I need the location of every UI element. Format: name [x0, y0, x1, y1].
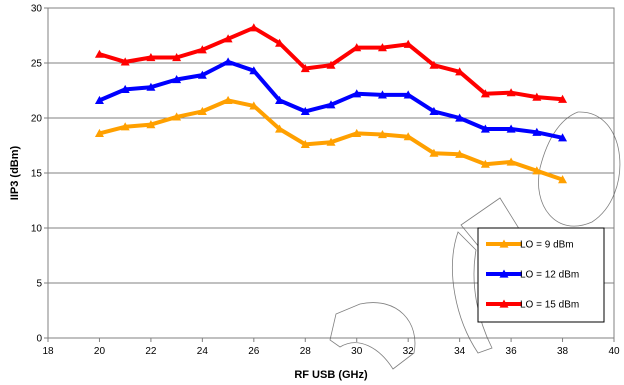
x-tick-label: 24: [197, 346, 209, 357]
legend-items: LO = 9 dBm LO = 12 dBm LO = 15 dBm: [486, 239, 579, 311]
data-point: [120, 84, 130, 93]
y-tick-label: 20: [31, 114, 43, 125]
x-axis-title: RF USB (GHz): [294, 369, 368, 381]
data-point: [352, 128, 362, 137]
data-point: [172, 75, 182, 84]
data-point: [480, 89, 490, 98]
data-point: [377, 90, 387, 99]
data-point: [403, 90, 413, 99]
data-point: [223, 95, 233, 104]
data-point: [146, 82, 156, 91]
y-tick-label: 25: [31, 59, 43, 70]
data-point: [455, 149, 465, 158]
data-point: [506, 88, 516, 97]
series-layer: [94, 23, 568, 184]
legend-marker: [499, 269, 509, 278]
data-point: [172, 53, 182, 62]
x-tick-label: 40: [608, 346, 620, 357]
data-point: [197, 106, 207, 115]
x-tick-label: 34: [454, 346, 466, 357]
data-point: [480, 124, 490, 133]
data-point: [300, 139, 310, 148]
data-point: [455, 67, 465, 76]
y-tick-label: 15: [31, 169, 43, 180]
data-point: [480, 159, 490, 168]
legend-label: LO = 9 dBm: [520, 240, 574, 251]
y-axis-title: IIP3 (dBm): [9, 145, 21, 200]
series-2: [94, 57, 568, 142]
data-point: [506, 157, 516, 166]
data-point: [377, 130, 387, 139]
x-tick-label: 20: [94, 346, 106, 357]
data-point: [403, 132, 413, 141]
data-point: [352, 43, 362, 52]
data-point: [455, 113, 465, 122]
x-tick-label: 26: [248, 346, 260, 357]
data-point: [326, 137, 336, 146]
data-point: [94, 128, 104, 137]
data-point: [172, 112, 182, 121]
data-point: [506, 124, 516, 133]
data-point: [429, 148, 439, 157]
x-axis-tick-labels: 18 20 22 24 26 28 30 32 34 36 38 40: [42, 346, 620, 357]
data-point: [558, 175, 568, 184]
x-tick-label: 38: [557, 346, 569, 357]
data-point: [532, 92, 542, 101]
legend-marker: [499, 239, 509, 248]
data-point: [300, 64, 310, 73]
x-tick-label: 18: [42, 346, 54, 357]
data-point: [403, 39, 413, 48]
y-tick-label: 10: [31, 224, 43, 235]
data-point: [94, 49, 104, 58]
y-tick-label: 0: [36, 334, 42, 345]
legend-item: LO = 9 dBm: [486, 239, 574, 251]
data-point: [300, 106, 310, 115]
x-tick-label: 22: [145, 346, 157, 357]
data-point: [429, 106, 439, 115]
data-point: [197, 70, 207, 79]
data-point: [146, 53, 156, 62]
data-point: [558, 94, 568, 103]
data-point: [249, 23, 259, 32]
x-tick-label: 30: [351, 346, 363, 357]
data-point: [146, 120, 156, 129]
x-tick-label: 36: [506, 346, 518, 357]
data-point: [429, 60, 439, 69]
data-point: [326, 60, 336, 69]
data-point: [249, 101, 259, 110]
y-tick-label: 5: [36, 279, 42, 290]
data-point: [326, 100, 336, 109]
data-point: [249, 66, 259, 75]
data-point: [120, 122, 130, 131]
legend-marker: [499, 299, 509, 308]
data-point: [120, 57, 130, 66]
x-tick-label: 32: [403, 346, 415, 357]
legend-item: LO = 12 dBm: [486, 269, 579, 281]
data-point: [223, 34, 233, 43]
data-point: [223, 57, 233, 66]
legend-label: LO = 15 dBm: [520, 300, 579, 311]
y-tick-label: 30: [31, 4, 43, 15]
data-point: [94, 95, 104, 104]
data-point: [275, 95, 285, 104]
x-tick-label: 28: [300, 346, 312, 357]
data-point: [558, 133, 568, 142]
legend: LO = 9 dBm LO = 12 dBm LO = 15 dBm: [477, 227, 605, 323]
data-point: [197, 45, 207, 54]
data-point: [352, 89, 362, 98]
data-point: [275, 124, 285, 133]
legend-label: LO = 12 dBm: [520, 270, 579, 281]
legend-item: LO = 15 dBm: [486, 299, 579, 311]
data-point: [532, 166, 542, 175]
data-point: [532, 127, 542, 136]
series-1: [94, 95, 568, 184]
series-3: [94, 23, 568, 103]
data-point: [377, 43, 387, 52]
data-point: [275, 38, 285, 47]
y-axis-tick-labels: 0 5 10 15 20 25 30: [31, 4, 43, 345]
